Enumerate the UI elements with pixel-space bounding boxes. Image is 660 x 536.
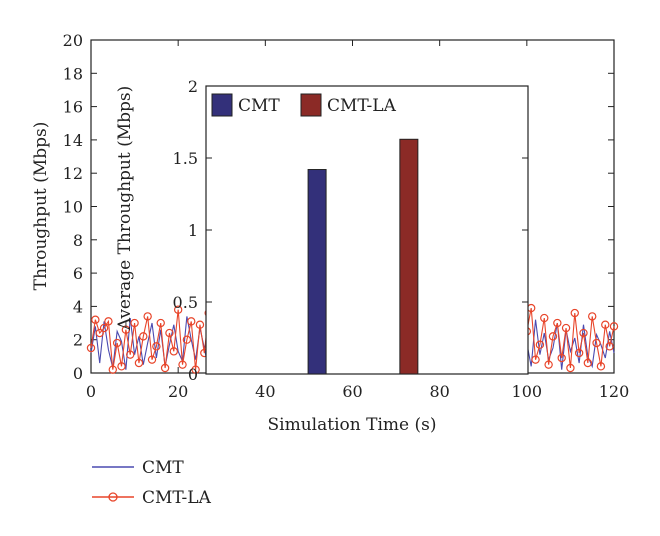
series-point-cmt-la xyxy=(99,323,109,333)
y-tick-label: 10 xyxy=(63,198,83,217)
series-point-cmt-la xyxy=(165,328,174,338)
series-point-cmt-la xyxy=(139,332,148,341)
x-tick-label: 60 xyxy=(342,382,362,401)
series-point-cmt-la xyxy=(531,355,540,364)
series-point-cmt-la xyxy=(609,322,619,331)
inset-y-tick-label: 1.5 xyxy=(173,149,198,168)
x-tick-label: 20 xyxy=(168,382,188,401)
series-point-cmt-la xyxy=(112,338,122,348)
series-point-cmt-la xyxy=(535,340,545,349)
inset-plot-frame xyxy=(205,85,529,375)
y-tick-label: 8 xyxy=(73,231,83,250)
inset-legend-label-cmt: CMT xyxy=(238,96,280,116)
series-point-cmt-la xyxy=(143,312,152,321)
y-tick-label: 6 xyxy=(73,264,83,283)
inset-y-tick-label: 0.5 xyxy=(173,293,198,312)
series-point-cmt-la xyxy=(152,342,161,351)
y-tick-label: 4 xyxy=(73,297,83,316)
inset-bars xyxy=(307,138,419,375)
y-tick-label: 20 xyxy=(63,31,83,50)
series-point-cmt-la xyxy=(601,320,610,329)
series-point-cmt-la xyxy=(156,318,165,328)
x-tick-label: 40 xyxy=(255,382,275,401)
series-point-cmt-la xyxy=(169,347,179,356)
main-legend: CMT CMT-LA xyxy=(92,458,212,508)
inset-legend-swatch-cmt-la xyxy=(300,93,322,117)
series-point-cmt-la xyxy=(117,362,126,371)
inset-y-tick-label: 2 xyxy=(188,77,198,96)
series-point-cmt-la xyxy=(544,360,553,369)
series-point-cmt-la xyxy=(108,365,117,374)
series-point-cmt-la xyxy=(178,360,187,369)
bar-cmt-la xyxy=(399,138,419,375)
y-tick-label: 16 xyxy=(63,98,83,117)
series-point-cmt-la xyxy=(574,348,584,358)
inset-y-axis-label: Average Throughput (Mbps) xyxy=(115,86,135,332)
series-point-cmt-la xyxy=(570,308,579,318)
series-point-cmt-la xyxy=(566,363,575,373)
series-point-cmt-la xyxy=(605,342,614,351)
series-point-cmt-la xyxy=(596,362,606,371)
inset-legend: CMT CMT-LA xyxy=(211,93,397,117)
series-point-cmt-la xyxy=(195,320,205,329)
inset-y-tick-label: 0 xyxy=(188,365,198,384)
y-tick-label: 2 xyxy=(73,331,83,350)
series-point-cmt-la xyxy=(130,318,139,328)
y-tick-label: 18 xyxy=(63,64,83,83)
x-tick-label: 120 xyxy=(599,382,630,401)
inset-legend-swatch-cmt xyxy=(211,93,233,117)
series-point-cmt-la xyxy=(191,365,200,374)
main-x-axis-label: Simulation Time (s) xyxy=(268,415,437,435)
series-point-cmt-la xyxy=(86,343,96,353)
series-point-cmt-la xyxy=(557,353,566,363)
inset-legend-label-cmt-la: CMT-LA xyxy=(327,96,397,116)
series-point-cmt-la xyxy=(126,350,135,359)
series-point-cmt-la xyxy=(121,325,131,334)
legend-label-cmt: CMT xyxy=(142,458,184,478)
y-tick-label: 12 xyxy=(63,164,83,183)
x-tick-label: 0 xyxy=(86,382,96,401)
series-point-cmt-la xyxy=(548,332,558,341)
series-point-cmt-la xyxy=(540,313,549,323)
main-y-axis-label: Throughput (Mbps) xyxy=(31,122,51,291)
inset-y-tick-label: 1 xyxy=(188,221,198,240)
series-point-cmt-la xyxy=(553,318,562,328)
series-point-cmt-la xyxy=(182,335,192,344)
inset-ticks: 0 0.5 1 1.5 2 xyxy=(173,77,528,384)
y-tick-label: 0 xyxy=(73,364,83,383)
y-tick-label: 14 xyxy=(63,131,83,150)
series-point-cmt-la xyxy=(579,328,588,338)
bar-cmt xyxy=(307,169,327,375)
legend-label-cmt-la: CMT-LA xyxy=(142,488,212,508)
x-tick-label: 80 xyxy=(429,382,449,401)
series-point-cmt-la xyxy=(160,363,170,373)
series-point-cmt-la xyxy=(173,305,183,314)
series-point-cmt-la xyxy=(91,315,100,324)
series-point-cmt-la xyxy=(588,312,597,321)
series-point-cmt-la xyxy=(95,328,104,338)
series-point-cmt-la xyxy=(134,358,144,368)
series-point-cmt-la xyxy=(104,317,113,326)
x-tick-label: 100 xyxy=(512,382,543,401)
series-point-cmt-la xyxy=(187,317,196,326)
series-point-cmt-la xyxy=(561,323,571,333)
series-point-cmt-la xyxy=(583,358,593,368)
series-point-cmt-la xyxy=(592,338,601,348)
legend-marker-cmt-la xyxy=(108,492,118,502)
series-point-cmt-la xyxy=(147,355,157,364)
